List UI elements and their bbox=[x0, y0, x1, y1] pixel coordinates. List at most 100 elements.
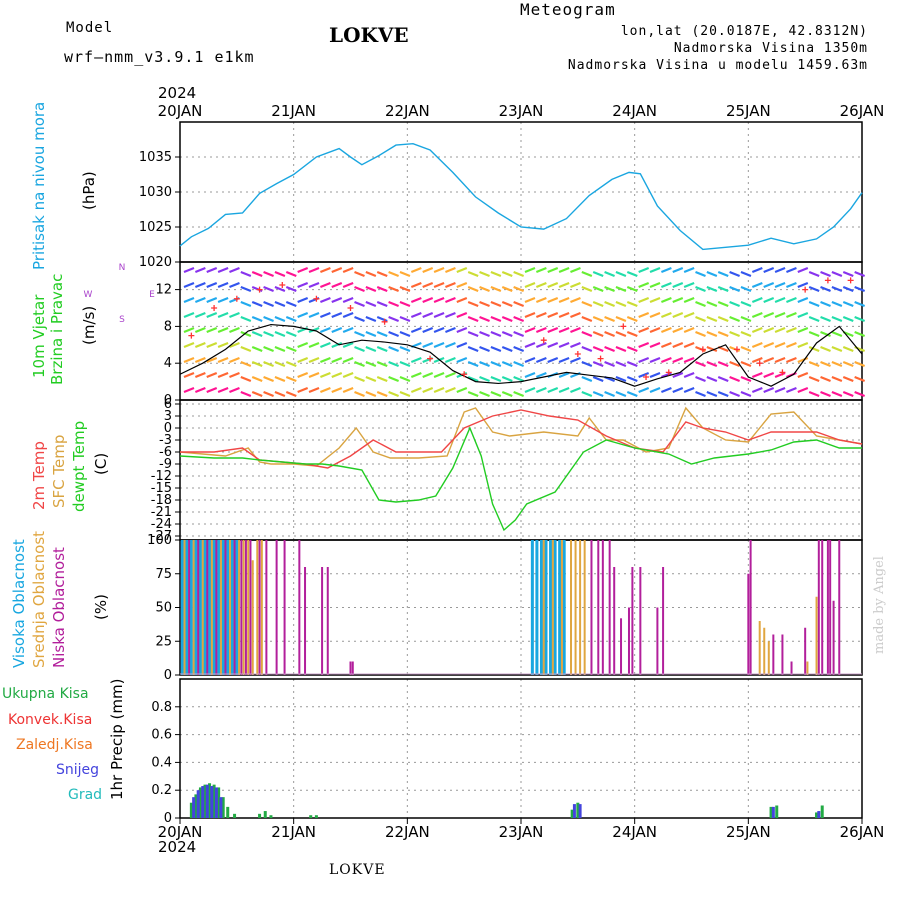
wind-arrow bbox=[319, 356, 331, 364]
wind-arrow bbox=[842, 360, 854, 368]
y-tick-label: 0 bbox=[164, 668, 172, 683]
wind-arrow bbox=[808, 375, 820, 383]
total-rain-bar bbox=[203, 784, 207, 818]
wind-arrow bbox=[660, 266, 672, 274]
wind-arrow bbox=[206, 356, 218, 364]
wind-arrow bbox=[433, 311, 445, 319]
wind-arrow bbox=[831, 330, 843, 338]
wind-arrow bbox=[524, 356, 536, 364]
wind-arrow bbox=[706, 345, 718, 353]
wind-arrow bbox=[297, 296, 309, 304]
wind-arrow bbox=[206, 326, 218, 334]
wind-gust-mark bbox=[381, 318, 388, 325]
wind-arrow bbox=[467, 315, 479, 323]
wind-arrow bbox=[842, 390, 854, 398]
wind-arrow bbox=[638, 341, 650, 349]
wind-arrow bbox=[786, 311, 797, 319]
wind-arrow bbox=[319, 386, 331, 394]
wind-arrow bbox=[399, 375, 411, 383]
wind-arrow bbox=[581, 270, 593, 278]
wind-arrow bbox=[581, 300, 593, 308]
wind-arrow bbox=[319, 266, 331, 274]
date-label-top: 20JAN bbox=[158, 102, 203, 120]
y-tick-label: -15 bbox=[151, 481, 172, 496]
wind-arrow bbox=[842, 375, 854, 383]
wind-arrow bbox=[842, 315, 854, 323]
wind-arrow bbox=[445, 371, 456, 379]
wind-arrow bbox=[501, 330, 513, 338]
wind-arrow bbox=[797, 386, 809, 394]
wind-arrow bbox=[604, 330, 615, 338]
wind-gust-mark bbox=[256, 286, 263, 293]
wind-arrow bbox=[547, 281, 559, 289]
wind-arrow bbox=[626, 375, 638, 383]
y-tick-label: 1020 bbox=[139, 255, 172, 270]
wind-arrow bbox=[490, 300, 502, 308]
y-tick-label: 0 bbox=[164, 811, 172, 826]
wind-arrow bbox=[615, 345, 627, 353]
wind-arrow bbox=[206, 371, 218, 379]
wind-arrow bbox=[331, 266, 343, 274]
wind-arrow bbox=[797, 281, 809, 289]
y-tick-label: 75 bbox=[155, 567, 172, 582]
wind-arrow bbox=[547, 326, 559, 334]
precip-panel-frame bbox=[179, 678, 863, 819]
wind-arrow bbox=[456, 281, 468, 289]
wind-arrow bbox=[388, 300, 400, 308]
wind-arrow bbox=[592, 270, 604, 278]
wind-arrow bbox=[672, 386, 684, 394]
wind-arrow bbox=[535, 356, 547, 364]
wind-arrow bbox=[672, 266, 684, 274]
wind-arrow bbox=[683, 326, 695, 334]
wind-arrow bbox=[547, 341, 559, 349]
wind-arrow bbox=[672, 281, 684, 289]
wind-arrow bbox=[547, 356, 559, 364]
wind-arrow bbox=[604, 270, 615, 278]
y-tick-label: -6 bbox=[159, 445, 172, 460]
wind-arrow bbox=[479, 360, 490, 368]
wind-arrow bbox=[740, 375, 752, 383]
wind-arrow bbox=[660, 281, 672, 289]
wind-arrow bbox=[308, 281, 320, 289]
wind-arrow bbox=[399, 270, 411, 278]
wind-arrow bbox=[558, 281, 570, 289]
wind-arrow bbox=[706, 330, 718, 338]
wind-arrow bbox=[490, 315, 502, 323]
wind-arrow bbox=[695, 270, 706, 278]
wind-arrow bbox=[774, 356, 786, 364]
wind-arrow bbox=[751, 296, 763, 304]
wind-arrow bbox=[774, 341, 786, 349]
wind-arrow bbox=[558, 356, 570, 364]
wind-arrow bbox=[194, 326, 206, 334]
wind-arrow bbox=[206, 281, 218, 289]
wind-arrow bbox=[354, 270, 365, 278]
wind-arrow bbox=[638, 326, 650, 334]
wind-arrow bbox=[456, 356, 468, 364]
wind-arrow bbox=[376, 300, 388, 308]
y-tick-label: -27 bbox=[151, 529, 172, 544]
wind-arrow bbox=[354, 300, 365, 308]
wind-arrow bbox=[297, 311, 309, 319]
wind-arrow bbox=[285, 285, 297, 293]
wind-arrow bbox=[740, 390, 752, 398]
wind-arrow bbox=[445, 356, 456, 364]
wind-arrow bbox=[388, 270, 400, 278]
wind-arrow bbox=[217, 311, 229, 319]
wind-arrow bbox=[217, 341, 229, 349]
wind-gust-mark bbox=[824, 277, 831, 284]
wind-arrow bbox=[319, 341, 331, 349]
wind-arrow bbox=[615, 315, 627, 323]
temperature-panel-frame bbox=[179, 399, 863, 541]
wind-arrow bbox=[354, 285, 365, 293]
y-tick-label: 6 bbox=[164, 397, 172, 412]
wind-arrow bbox=[740, 300, 752, 308]
wind-arrow bbox=[626, 330, 638, 338]
station-title: LOKVE bbox=[329, 23, 409, 47]
wind-arrow bbox=[467, 285, 479, 293]
wind-gust-mark bbox=[620, 323, 627, 330]
wind-arrow bbox=[342, 296, 354, 304]
wind-arrow bbox=[229, 356, 240, 364]
y-tick-label: -21 bbox=[151, 505, 172, 520]
snow-bar bbox=[192, 797, 196, 818]
wind-arrow bbox=[751, 281, 763, 289]
